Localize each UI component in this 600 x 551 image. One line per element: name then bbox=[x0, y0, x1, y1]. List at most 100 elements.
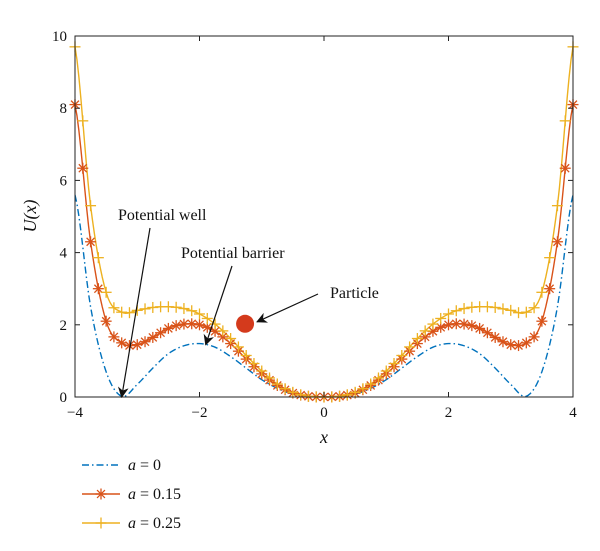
data-point-a-0-15 bbox=[551, 236, 563, 248]
data-point-a-0-25 bbox=[544, 252, 556, 264]
data-point-a-0-25 bbox=[357, 383, 369, 395]
data-point-a-0-25 bbox=[497, 303, 509, 315]
data-point-a-0-15 bbox=[123, 340, 135, 352]
data-point-a-0-25 bbox=[248, 357, 260, 369]
annotation-particle: Particle bbox=[330, 285, 379, 302]
data-point-a-0-25 bbox=[178, 303, 190, 315]
data-point-a-0-15 bbox=[131, 339, 143, 351]
data-point-a-0-15 bbox=[108, 331, 120, 343]
x-tick-label: −2 bbox=[192, 405, 208, 421]
y-tick-label: 4 bbox=[60, 246, 68, 262]
data-point-a-0-25 bbox=[139, 303, 151, 315]
data-point-a-0-25 bbox=[279, 383, 291, 395]
data-point-a-0-25 bbox=[481, 301, 493, 313]
data-point-a-0-25 bbox=[458, 303, 470, 315]
data-point-a-0-25 bbox=[217, 325, 229, 337]
data-point-a-0-25 bbox=[295, 389, 307, 401]
data-point-a-0-25 bbox=[380, 365, 392, 377]
data-point-a-0-25 bbox=[287, 386, 299, 398]
y-tick-label: 2 bbox=[60, 318, 68, 334]
data-point-a-0-25 bbox=[559, 115, 571, 127]
data-point-a-0-25 bbox=[341, 389, 353, 401]
data-point-a-0-15 bbox=[559, 162, 571, 174]
data-point-a-0-25 bbox=[225, 333, 237, 345]
x-tick-label: 0 bbox=[320, 405, 328, 421]
data-point-a-0-25 bbox=[427, 318, 439, 330]
data-point-a-0-15 bbox=[520, 337, 532, 349]
x-tick-label: −4 bbox=[67, 405, 83, 421]
particle-dot bbox=[236, 314, 255, 333]
legend-label: a = 0.25 bbox=[128, 515, 181, 532]
legend: a = 0 a = 0.15 a = 0.25 bbox=[82, 457, 181, 532]
legend-marker bbox=[95, 517, 107, 529]
data-point-a-0-25 bbox=[396, 349, 408, 361]
data-point-a-0-25 bbox=[489, 301, 501, 313]
y-tick-label: 6 bbox=[60, 173, 68, 189]
tick-layer: −4 −2 0 2 4 0 2 4 6 8 10 bbox=[52, 29, 577, 421]
data-point-a-0-15 bbox=[466, 320, 478, 332]
data-point-a-0-25 bbox=[85, 200, 97, 212]
data-point-a-0-25 bbox=[108, 302, 120, 314]
y-tick-label: 0 bbox=[60, 390, 68, 406]
x-tick-label: 2 bbox=[445, 405, 453, 421]
data-point-a-0-25 bbox=[388, 357, 400, 369]
data-point-a-0-15 bbox=[170, 320, 182, 332]
series-line-a-0-15 bbox=[75, 104, 573, 397]
data-point-a-0-25 bbox=[194, 308, 205, 320]
legend-marker bbox=[95, 488, 107, 500]
data-point-a-0-25 bbox=[170, 301, 182, 313]
data-point-a-0-15 bbox=[92, 283, 104, 295]
data-point-a-0-15 bbox=[77, 162, 89, 174]
data-point-a-0-25 bbox=[349, 386, 361, 398]
data-point-a-0-25 bbox=[201, 312, 213, 324]
data-point-a-0-15 bbox=[481, 327, 493, 339]
annotation-layer: Potential well Potential barrier Particle bbox=[117, 207, 379, 399]
data-point-a-0-25 bbox=[240, 349, 252, 361]
data-point-a-0-15 bbox=[536, 315, 548, 327]
data-point-a-0-25 bbox=[334, 390, 346, 402]
legend-label: a = 0 bbox=[128, 457, 161, 474]
data-point-a-0-25 bbox=[435, 312, 447, 324]
data-point-a-0-25 bbox=[411, 333, 423, 345]
annotation-arrow-particle bbox=[256, 293, 319, 323]
y-tick-label: 8 bbox=[60, 101, 68, 117]
data-point-a-0-25 bbox=[186, 305, 198, 317]
data-point-a-0-25 bbox=[536, 286, 548, 298]
data-point-a-0-15 bbox=[100, 315, 112, 327]
data-point-a-0-25 bbox=[77, 115, 89, 127]
annotation-potential-well: Potential well bbox=[118, 207, 207, 224]
annotation-arrow-potential-well bbox=[117, 227, 151, 399]
data-point-a-0-15 bbox=[489, 331, 501, 343]
legend-item-a-0-15: a = 0.15 bbox=[82, 486, 181, 503]
data-point-a-0-25 bbox=[528, 302, 540, 314]
data-point-a-0-25 bbox=[551, 200, 563, 212]
annotation-potential-barrier: Potential barrier bbox=[181, 245, 285, 262]
data-point-a-0-25 bbox=[404, 341, 416, 353]
data-point-a-0-25 bbox=[92, 252, 104, 264]
data-point-a-0-25 bbox=[147, 301, 159, 313]
legend-label: a = 0.15 bbox=[128, 486, 181, 503]
data-point-a-0-15 bbox=[162, 322, 174, 334]
data-point-a-0-25 bbox=[450, 305, 462, 317]
data-point-a-0-25 bbox=[264, 372, 276, 384]
data-point-a-0-25 bbox=[100, 286, 112, 298]
legend-item-a-0: a = 0 bbox=[82, 457, 161, 474]
data-point-a-0-15 bbox=[139, 336, 151, 348]
data-point-a-0-25 bbox=[419, 325, 431, 337]
data-point-a-0-25 bbox=[443, 308, 454, 320]
x-tick-label: 4 bbox=[569, 405, 577, 421]
data-point-a-0-25 bbox=[372, 372, 384, 384]
data-point-a-0-15 bbox=[147, 331, 159, 343]
data-point-a-0-15 bbox=[474, 322, 486, 334]
data-point-a-0-25 bbox=[520, 306, 532, 318]
data-point-a-0-25 bbox=[365, 378, 377, 390]
data-point-a-0-15 bbox=[85, 236, 97, 248]
marker-layer bbox=[69, 41, 579, 403]
data-point-a-0-25 bbox=[123, 307, 135, 319]
data-point-a-0-15 bbox=[544, 283, 556, 295]
data-point-a-0-15 bbox=[194, 319, 205, 331]
data-point-a-0-15 bbox=[513, 340, 525, 352]
data-point-a-0-25 bbox=[505, 304, 517, 316]
series-line-a-0 bbox=[75, 194, 573, 397]
data-point-a-0-15 bbox=[186, 318, 198, 330]
